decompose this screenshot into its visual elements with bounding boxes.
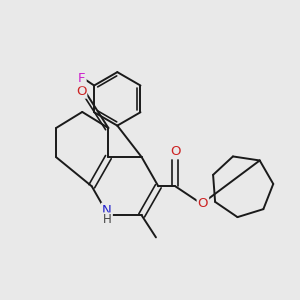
Text: O: O (76, 85, 86, 98)
Text: N: N (102, 203, 112, 217)
Text: H: H (103, 213, 111, 226)
Text: O: O (171, 145, 181, 158)
Text: O: O (198, 197, 208, 210)
Text: F: F (78, 72, 85, 85)
